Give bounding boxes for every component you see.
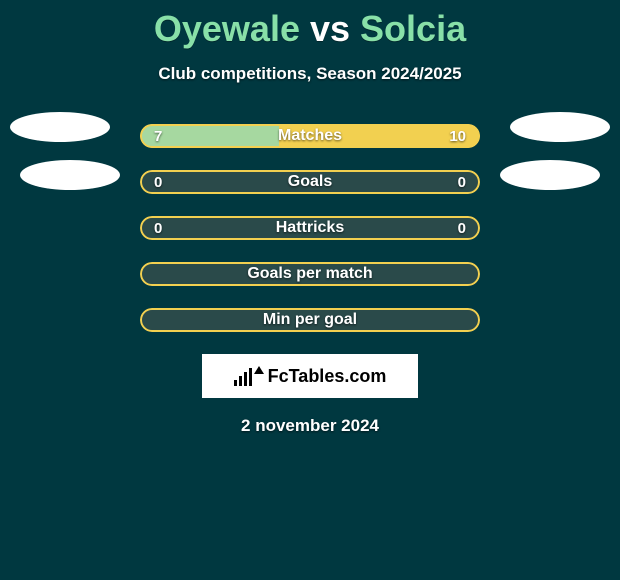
player1-badge-2 <box>20 160 120 190</box>
stat-row: 00Hattricks <box>140 216 480 240</box>
stat-label: Goals <box>140 170 480 194</box>
player1-badge-1 <box>10 112 110 142</box>
stat-row: 00Goals <box>140 170 480 194</box>
stat-label: Matches <box>140 124 480 148</box>
brand-name: FcTables.com <box>268 366 387 387</box>
page-title: Oyewale vs Solcia <box>0 0 620 50</box>
stat-row: Min per goal <box>140 308 480 332</box>
brand-logo[interactable]: FcTables.com <box>202 354 418 398</box>
stat-label: Min per goal <box>140 308 480 332</box>
bar-chart-icon <box>234 366 252 386</box>
stat-label: Goals per match <box>140 262 480 286</box>
stat-label: Hattricks <box>140 216 480 240</box>
player2-badge-1 <box>510 112 610 142</box>
stats-block: 710Matches 00Goals 00Hattricks Goals per ma… <box>0 124 620 332</box>
player2-badge-2 <box>500 160 600 190</box>
date-label: 2 november 2024 <box>0 416 620 436</box>
subtitle: Club competitions, Season 2024/2025 <box>0 64 620 84</box>
comparison-card: Oyewale vs Solcia Club competitions, Sea… <box>0 0 620 580</box>
stat-row: 710Matches <box>140 124 480 148</box>
arrow-up-icon <box>254 366 264 374</box>
stat-row: Goals per match <box>140 262 480 286</box>
